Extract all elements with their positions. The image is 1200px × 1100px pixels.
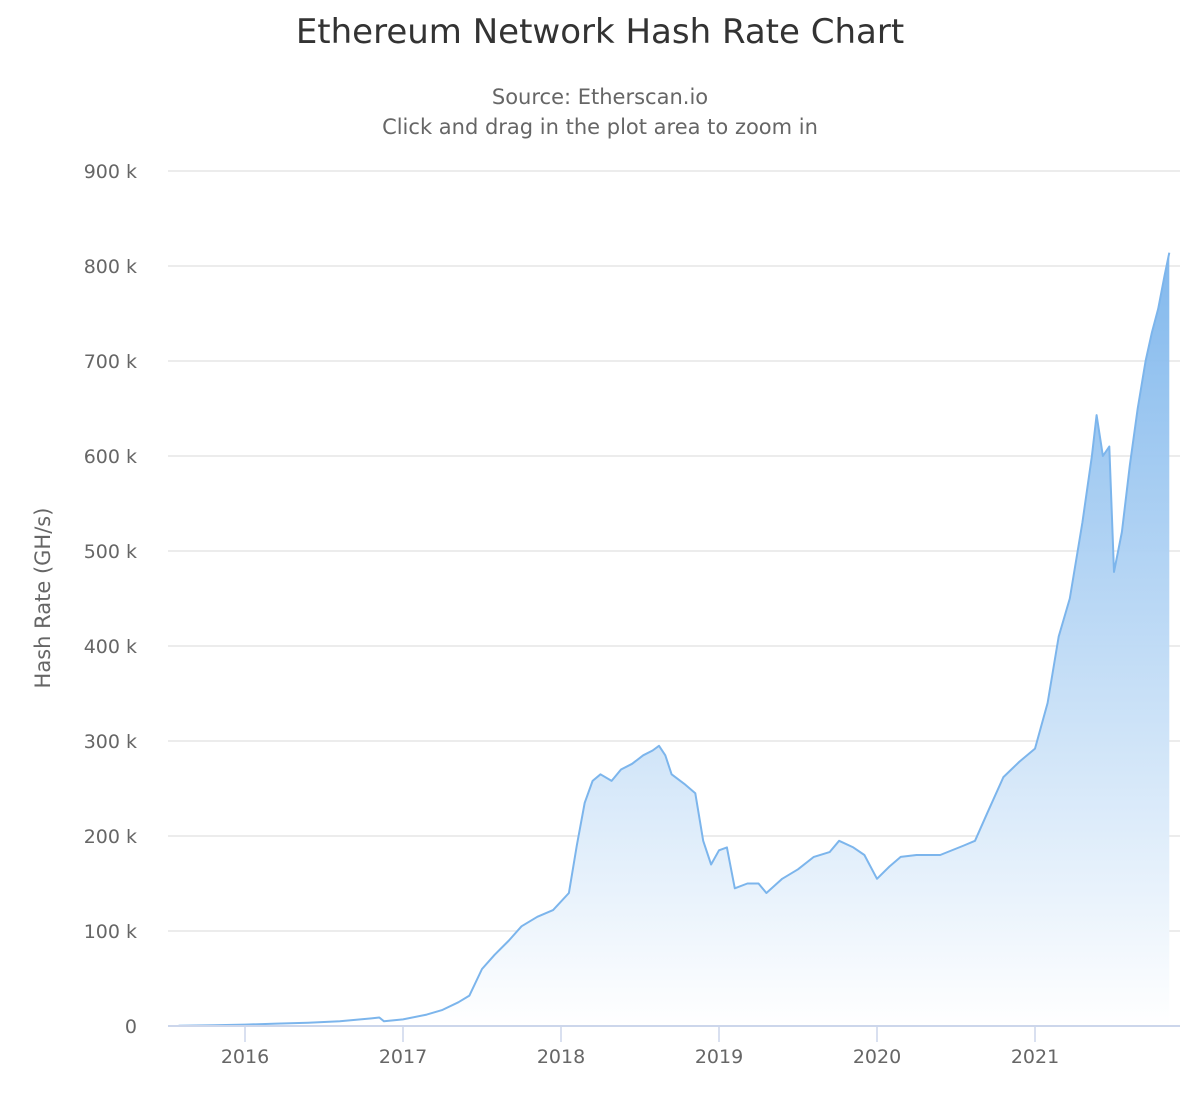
chart-title: Ethereum Network Hash Rate Chart <box>295 12 905 52</box>
y-tick-label: 900 k <box>84 161 137 183</box>
x-tick-label: 2020 <box>853 1046 901 1068</box>
y-tick-label: 100 k <box>84 921 137 943</box>
y-tick-label: 0 <box>125 1016 137 1038</box>
hash-rate-area <box>178 252 1170 1026</box>
y-tick-label: 400 k <box>84 636 137 658</box>
subtitle-zoom-hint: Click and drag in the plot area to zoom … <box>382 115 818 139</box>
y-tick-label: 800 k <box>84 256 137 278</box>
y-tick-label: 600 k <box>84 446 137 468</box>
chart-subtitle: Source: Etherscan.io Click and drag in t… <box>0 82 1200 142</box>
x-tick-label: 2016 <box>221 1046 269 1068</box>
x-axis-labels: 2016 2017 2018 2019 2020 2021 <box>221 1046 1059 1068</box>
y-axis-labels: 0 100 k 200 k 300 k 400 k 500 k 600 k 700 k 800 … <box>84 161 137 1038</box>
x-axis-ticks <box>244 1026 1036 1042</box>
x-tick-label: 2019 <box>695 1046 743 1068</box>
subtitle-source: Source: Etherscan.io <box>491 85 709 109</box>
x-tick-label: 2017 <box>379 1046 427 1068</box>
hash-rate-line <box>178 252 1171 1027</box>
y-tick-label: 200 k <box>84 826 137 848</box>
x-tick-label: 2021 <box>1011 1046 1059 1068</box>
y-tick-label: 500 k <box>84 541 137 563</box>
y-tick-label: 700 k <box>84 351 137 373</box>
y-tick-label: 300 k <box>84 731 137 753</box>
x-tick-label: 2018 <box>537 1046 585 1068</box>
